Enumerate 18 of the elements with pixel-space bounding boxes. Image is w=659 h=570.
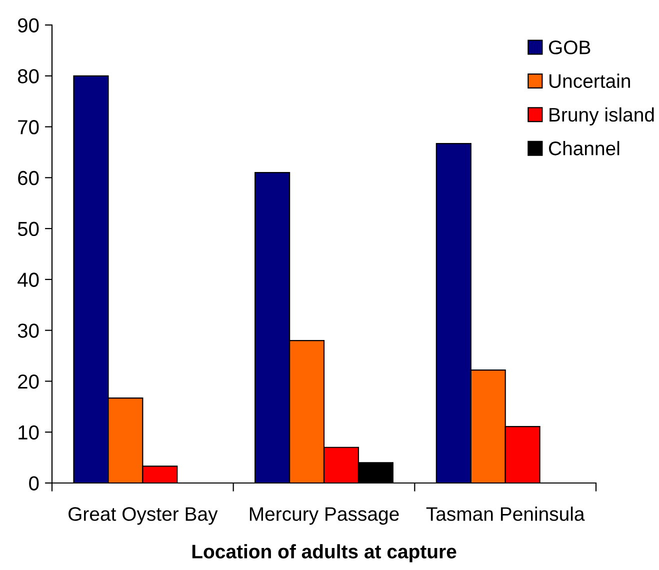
y-tick-label: 0 xyxy=(29,476,39,490)
x-tick-label: Great Oyster Bay xyxy=(68,507,218,525)
y-tick-label: 80 xyxy=(18,69,39,84)
x-tick-label: Mercury Passage xyxy=(250,507,399,525)
legend-label: Bruny island xyxy=(550,107,654,126)
legend-label: Channel xyxy=(548,141,620,156)
y-tick-label: 30 xyxy=(18,324,39,338)
x-tick-label: Tasman Peninsula xyxy=(426,506,585,521)
y-tick-label: 60 xyxy=(18,170,39,186)
y-tick-label: 20 xyxy=(18,374,39,389)
y-tick-label: 40 xyxy=(18,272,39,287)
y-tick-label: 10 xyxy=(18,425,39,440)
legend-label: Uncertain xyxy=(550,74,630,88)
legend-label: GOB xyxy=(548,40,590,54)
y-tick-label: 90 xyxy=(18,18,39,32)
y-tick-label: 70 xyxy=(18,120,39,134)
x-axis-title: Location of adults at capture xyxy=(192,544,456,562)
y-tick-label: 50 xyxy=(18,222,39,236)
